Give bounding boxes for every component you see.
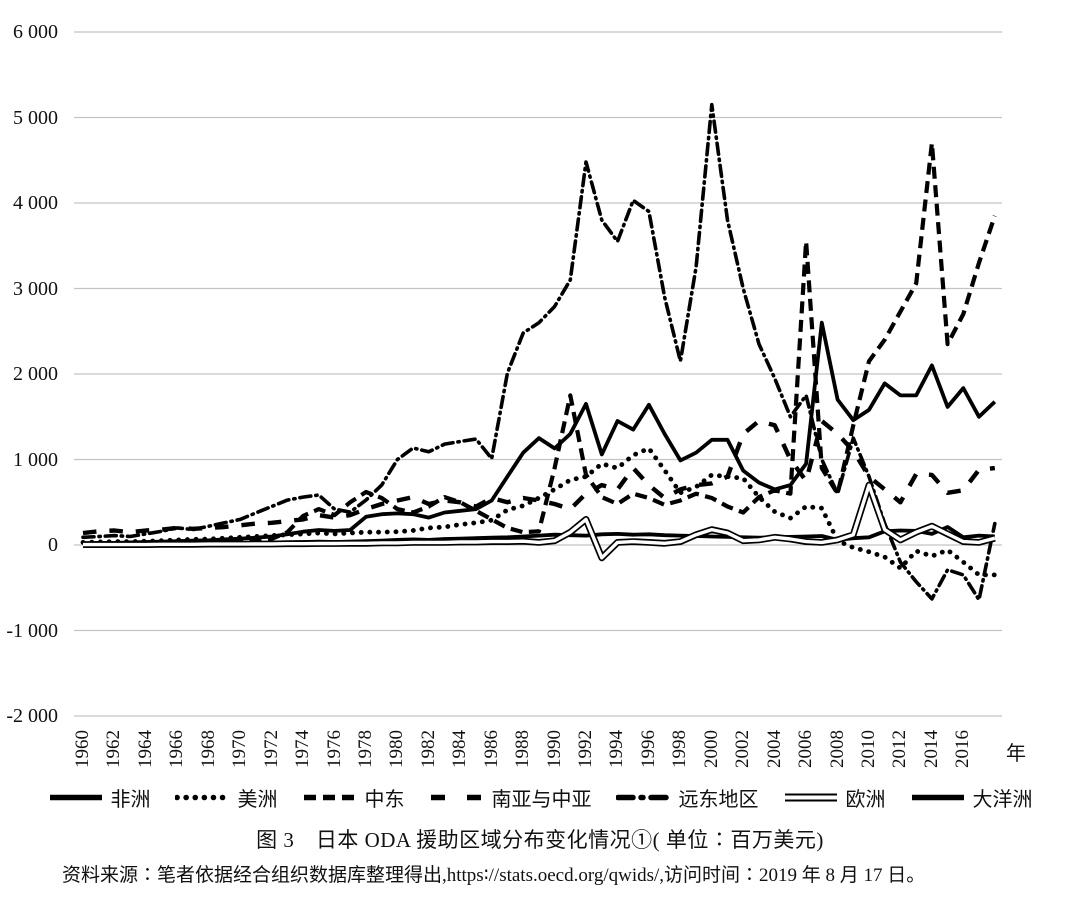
- source-note: 资料来源∶笔者依据经合组织数据库整理得出,https∶//stats.oecd.…: [62, 865, 926, 886]
- legend-marker-far-east: [615, 794, 672, 801]
- x-tick-2014: 2014: [920, 730, 942, 768]
- series-line-africa: [82, 320, 997, 546]
- y-tick-2000: 2 000: [13, 363, 58, 385]
- series-line-south-central-asia: [82, 418, 996, 536]
- y-tick-1000: 1 000: [13, 448, 58, 471]
- x-tick-1962: 1962: [103, 730, 125, 768]
- x-tick-2012: 2012: [889, 730, 911, 768]
- legend-item-europe: 欧洲: [783, 783, 886, 812]
- x-tick-1978: 1978: [354, 730, 376, 768]
- legend-item-south-central-asia: 南亚与中亚: [429, 783, 592, 812]
- line-chart-plot: [74, 31, 1002, 717]
- x-tick-1994: 1994: [606, 730, 628, 768]
- legend-marker-europe: [784, 793, 837, 802]
- chart-legend: 非洲 美洲 中东 南亚与中亚 远东地区 欧洲 大洋洲: [0, 783, 1080, 812]
- y-tick--2000: -2 000: [6, 705, 58, 727]
- legend-item-far-east: 远东地区: [615, 783, 759, 812]
- legend-marker-oceania: [911, 794, 964, 801]
- x-tick-2002: 2002: [732, 730, 754, 768]
- legend-label-europe: 欧洲: [845, 789, 886, 811]
- legend-label-africa: 非洲: [110, 789, 151, 811]
- x-tick-1972: 1972: [260, 730, 282, 768]
- x-tick-1980: 1980: [386, 730, 408, 768]
- x-tick-2010: 2010: [858, 730, 879, 768]
- x-tick-2006: 2006: [795, 730, 817, 768]
- legend-marker-middle-east: [303, 794, 356, 801]
- x-tick-1990: 1990: [543, 730, 565, 768]
- legend-label-middle-east: 中东: [364, 789, 405, 811]
- x-tick-1966: 1966: [166, 730, 188, 768]
- x-tick-1970: 1970: [229, 730, 251, 768]
- legend-marker-americas: [174, 794, 231, 801]
- legend-label-far-east: 远东地区: [678, 789, 759, 811]
- x-tick-1992: 1992: [575, 730, 597, 768]
- x-axis-unit-label: 年: [1006, 743, 1026, 765]
- legend-marker-africa: [49, 794, 102, 801]
- x-tick-2016: 2016: [952, 730, 974, 768]
- y-tick-4000: 4 000: [13, 192, 58, 214]
- x-tick-1968: 1968: [197, 730, 219, 768]
- x-tick-1960: 1960: [72, 730, 93, 768]
- legend-label-south-central-asia: 南亚与中亚: [491, 789, 592, 811]
- x-tick-1984: 1984: [449, 730, 471, 768]
- legend-item-africa: 非洲: [48, 783, 151, 812]
- y-tick-0: 0: [48, 534, 58, 556]
- x-tick-2008: 2008: [826, 730, 848, 768]
- legend-label-americas: 美洲: [237, 789, 278, 811]
- series-line-americas: [80, 445, 998, 578]
- x-tick-1998: 1998: [669, 730, 691, 768]
- legend-item-americas: 美洲: [174, 783, 278, 812]
- y-tick-5000: 5 000: [13, 106, 58, 129]
- x-tick-1982: 1982: [417, 730, 439, 768]
- x-tick-1988: 1988: [512, 730, 534, 768]
- x-tick-1986: 1986: [480, 730, 502, 768]
- legend-item-middle-east: 中东: [302, 783, 405, 812]
- series-line-far-east: [81, 102, 997, 602]
- y-tick-3000: 3 000: [13, 277, 58, 300]
- y-tick--1000: -1 000: [6, 619, 58, 642]
- legend-label-oceania: 大洋洲: [972, 789, 1033, 811]
- series-line-europe-core: [83, 483, 996, 560]
- x-tick-1974: 1974: [292, 730, 314, 768]
- figure-caption: 图 3 日本 ODA 援助区域分布变化情况①( 单位∶百万美元): [256, 828, 824, 852]
- legend-marker-south-central-asia: [430, 794, 483, 801]
- x-tick-1996: 1996: [637, 730, 659, 768]
- x-tick-2000: 2000: [700, 730, 722, 768]
- legend-item-oceania: 大洋洲: [910, 783, 1033, 812]
- x-tick-2004: 2004: [763, 730, 785, 768]
- x-tick-1976: 1976: [323, 730, 345, 768]
- x-tick-1964: 1964: [134, 730, 156, 768]
- y-tick-6000: 6 000: [13, 21, 58, 43]
